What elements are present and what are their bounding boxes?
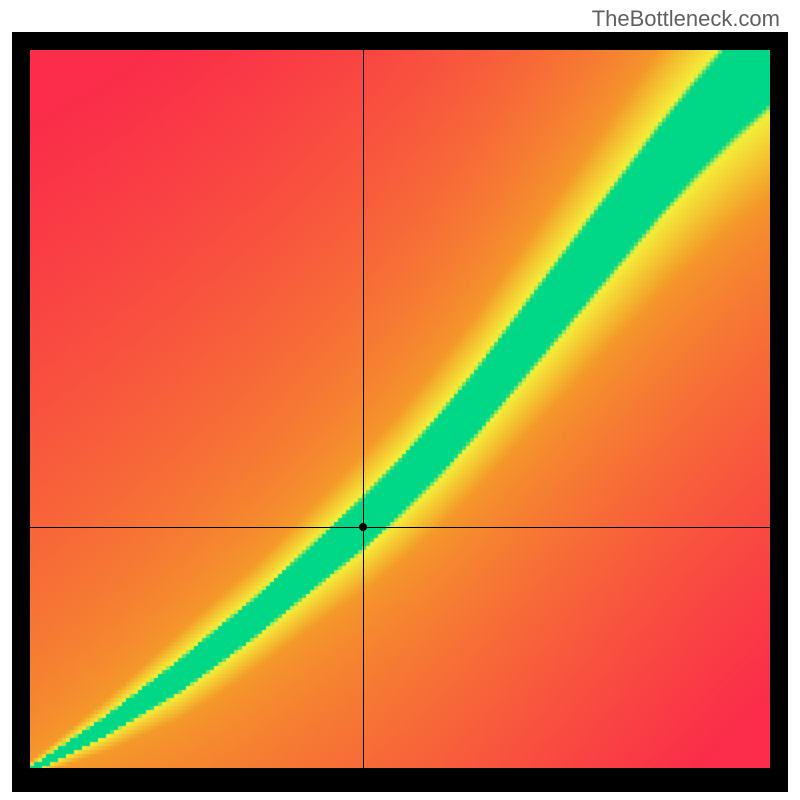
watermark-text: TheBottleneck.com <box>592 6 780 32</box>
chart-container: TheBottleneck.com <box>0 0 800 800</box>
bottleneck-heatmap <box>30 50 770 768</box>
plot-area <box>30 50 770 768</box>
chart-frame <box>12 32 788 792</box>
crosshair-vertical <box>363 50 364 768</box>
crosshair-horizontal <box>30 527 770 528</box>
selection-marker <box>359 523 367 531</box>
